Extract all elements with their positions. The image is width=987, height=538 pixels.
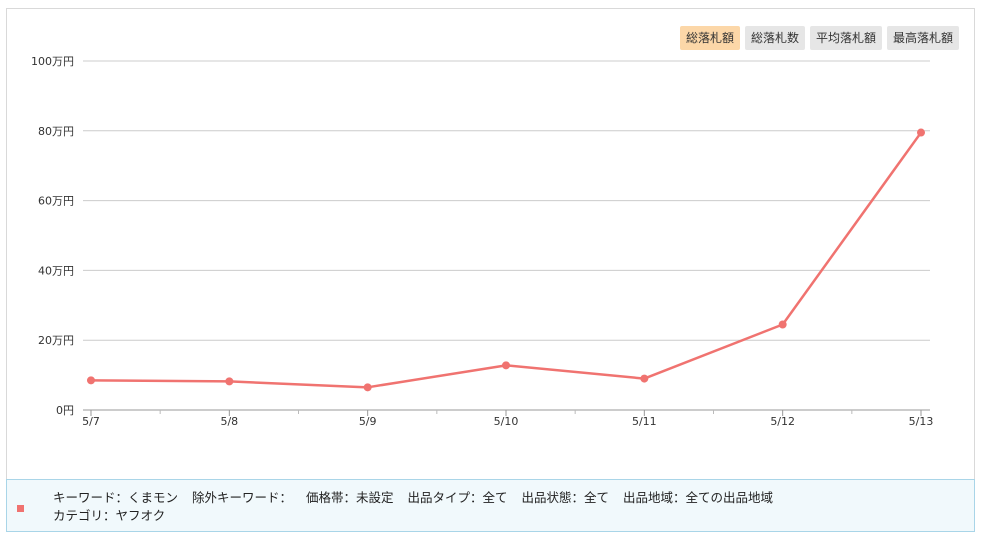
y-tick-label: 20万円 — [38, 334, 74, 347]
x-tick-label: 5/13 — [909, 415, 934, 428]
data-point — [363, 383, 372, 392]
filter-condition: 出品状態：全て — [521, 490, 610, 505]
y-tick-label: 40万円 — [38, 264, 74, 277]
filter-region: 出品地域：全ての出品地域 — [623, 490, 774, 505]
filter-exclude-keyword: 除外キーワード： — [192, 490, 293, 505]
data-point — [502, 361, 510, 370]
chart-panel — [6, 8, 975, 479]
series-line — [90, 131, 923, 389]
filter-keyword: キーワード：くまモン — [53, 490, 179, 505]
search-conditions-panel: キーワード：くまモン 除外キーワード： 価格帯：未設定 出品タイプ：全て 出品状… — [6, 479, 975, 532]
search-conditions: キーワード：くまモン 除外キーワード： 価格帯：未設定 出品タイプ：全て 出品状… — [53, 489, 783, 525]
toggle-max-amount[interactable]: 最高落札額 — [886, 26, 959, 50]
x-tick-label: 5/8 — [220, 415, 238, 428]
data-point — [225, 377, 234, 386]
x-tick-label: 5/12 — [770, 415, 795, 428]
data-point — [917, 128, 925, 137]
filter-listing-type: 出品タイプ：全て — [407, 490, 508, 505]
x-tick-label: 5/9 — [359, 415, 377, 428]
y-tick-label: 60万円 — [38, 195, 74, 208]
line-chart: 0円 20万円 40万円 60万円 80万円 100万円 5/7 5/8 5/9 5/10 5/11… — [31, 55, 934, 428]
data-point — [87, 376, 95, 385]
series-marker-icon — [17, 505, 24, 512]
data-point — [640, 374, 649, 383]
x-tick-label: 5/7 — [82, 415, 100, 428]
filter-category: カテゴリ：ヤフオク — [53, 508, 166, 523]
filter-price-range: 価格帯：未設定 — [306, 490, 394, 505]
y-tick-label: 80万円 — [38, 125, 74, 138]
y-tick-label: 0円 — [56, 404, 74, 417]
data-point — [778, 320, 787, 329]
toggle-total-amount[interactable]: 総落札額 — [679, 26, 740, 50]
toggle-total-count[interactable]: 総落札数 — [744, 26, 805, 50]
y-tick-label: 100万円 — [31, 55, 74, 68]
x-tick-label: 5/10 — [494, 415, 519, 428]
toggle-average-amount[interactable]: 平均落札額 — [809, 26, 882, 50]
metric-toggle-group: 総落札額 総落札数 平均落札額 最高落札額 — [679, 26, 959, 50]
x-tick-label: 5/11 — [632, 415, 657, 428]
